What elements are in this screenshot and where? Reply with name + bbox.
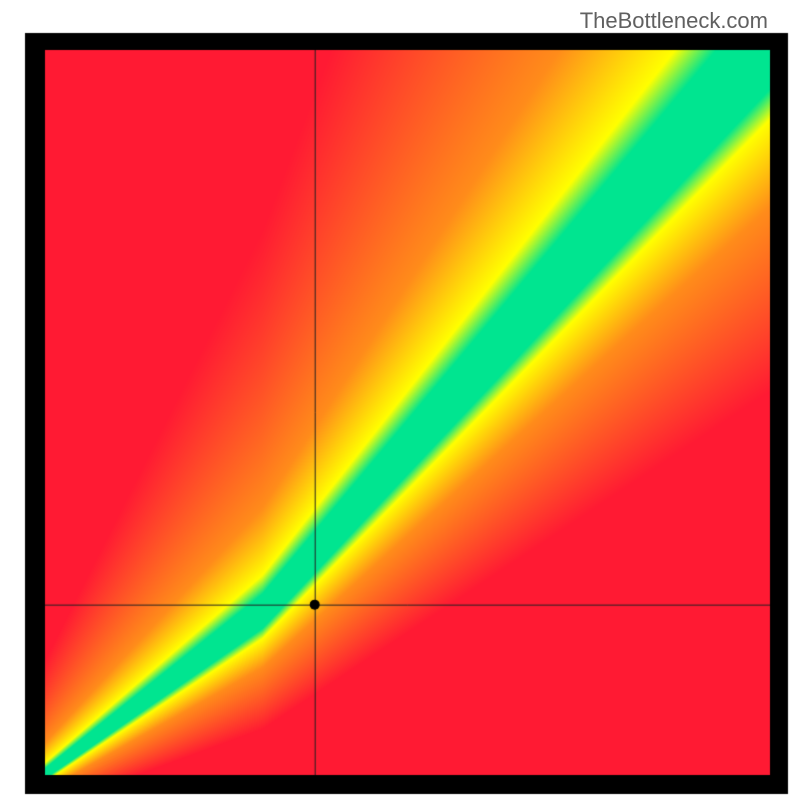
watermark-text: TheBottleneck.com bbox=[580, 8, 768, 34]
chart-container: TheBottleneck.com bbox=[0, 0, 800, 800]
bottleneck-heatmap bbox=[0, 0, 800, 800]
